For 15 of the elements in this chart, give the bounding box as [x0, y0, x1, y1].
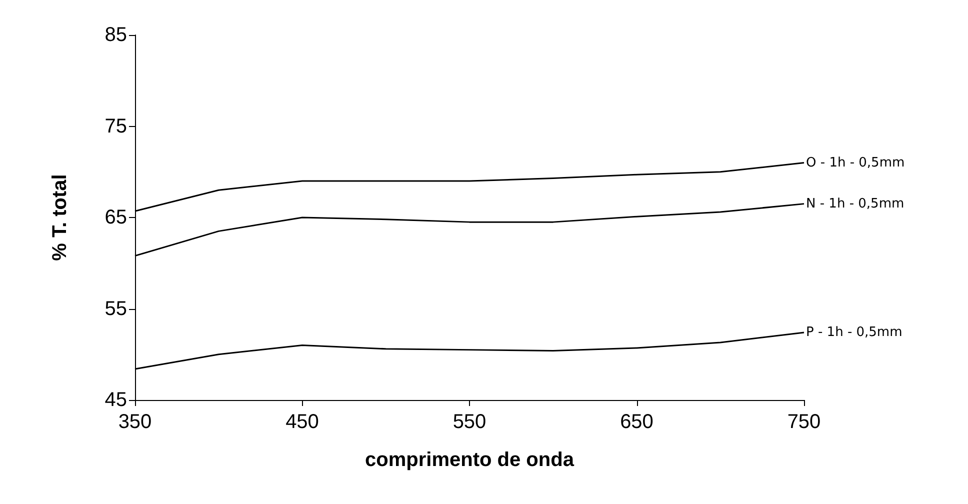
series-label: P - 1h - 0,5mm [806, 324, 902, 340]
y-tick-label: 55 [104, 298, 127, 320]
series-label: N - 1h - 0,5mm [806, 196, 904, 212]
y-tick-label: 45 [104, 389, 127, 411]
x-tick-label: 550 [452, 411, 486, 433]
x-tick-label: 650 [620, 411, 654, 433]
x-tick-label: 450 [286, 411, 319, 433]
x-axis-title: comprimento de onda [365, 449, 575, 471]
y-tick-label: 85 [104, 24, 127, 46]
x-tick-label: 750 [787, 411, 821, 433]
y-axis-title: % T. total [49, 174, 71, 261]
y-tick-label: 75 [104, 115, 127, 138]
x-tick-label: 350 [118, 411, 152, 433]
series-label: O - 1h - 0,5mm [806, 155, 905, 170]
y-tick-label: 65 [104, 206, 127, 228]
